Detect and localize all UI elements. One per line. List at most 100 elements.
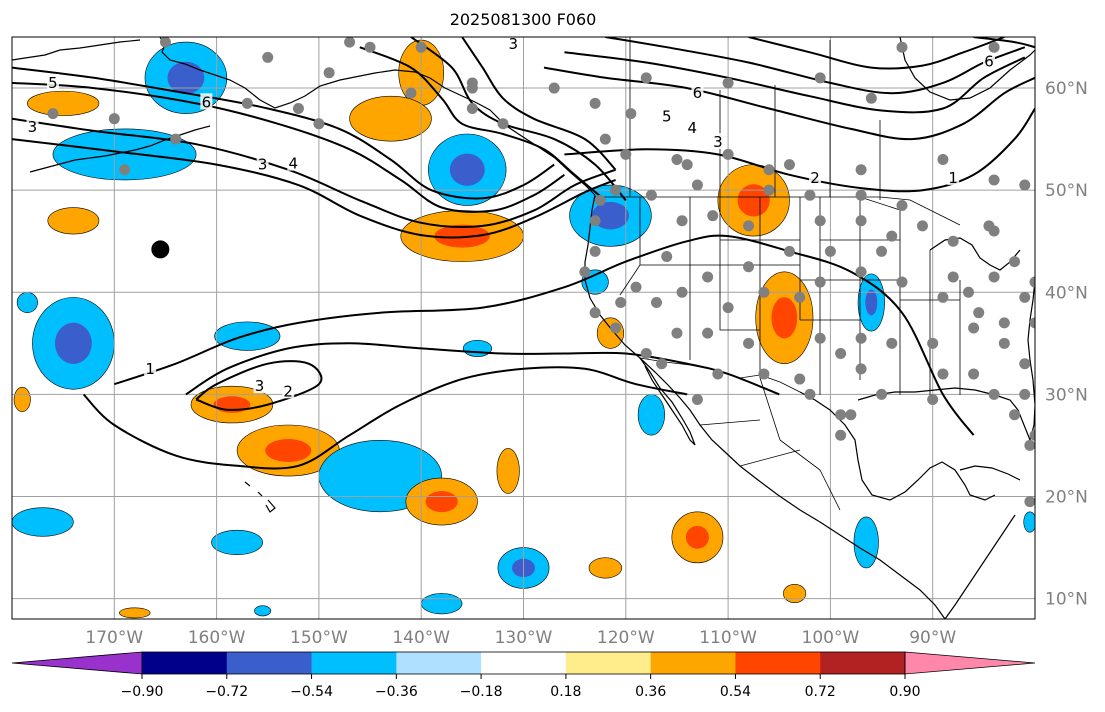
colorbar-tick-label: 0.36 bbox=[635, 684, 666, 700]
station-dot bbox=[405, 87, 417, 99]
contour-label-bg bbox=[253, 377, 266, 394]
station-dot bbox=[1009, 256, 1021, 268]
contour-label-bg bbox=[982, 52, 995, 69]
station-dot bbox=[722, 148, 734, 160]
station-dot bbox=[292, 102, 304, 114]
station-dot bbox=[758, 286, 770, 298]
colorbar-frame bbox=[141, 651, 906, 675]
colorbar-tick-label: 0.54 bbox=[720, 684, 751, 700]
contour-label-bg bbox=[287, 154, 300, 171]
station-dot bbox=[988, 271, 1000, 283]
station-markers-layer bbox=[47, 37, 1035, 508]
station-dot bbox=[835, 409, 847, 421]
latitude-labels: 10°N 20°N 30°N 40°N 50°N 60°N bbox=[1045, 79, 1088, 610]
contour-label-bg bbox=[660, 107, 673, 124]
anomaly-region-3 bbox=[47, 207, 100, 235]
station-dot bbox=[743, 337, 755, 349]
station-dot bbox=[364, 41, 376, 53]
station-dot bbox=[855, 189, 867, 201]
station-dot bbox=[650, 296, 662, 308]
station-dot bbox=[1029, 317, 1035, 329]
contour-line-2 bbox=[12, 138, 616, 239]
map-title: 2025081300 F060 bbox=[449, 10, 597, 29]
contour-line-10 bbox=[605, 37, 1026, 95]
anomaly-region-34 bbox=[119, 607, 151, 619]
contour-line-1 bbox=[12, 117, 616, 228]
contour-label: 3 bbox=[258, 156, 268, 174]
contour-label: 2 bbox=[283, 382, 293, 400]
contour-label-bg bbox=[711, 133, 724, 150]
station-dot bbox=[804, 189, 816, 201]
station-dot bbox=[466, 102, 478, 114]
station-dot bbox=[610, 322, 622, 334]
anomaly-region-8-core bbox=[592, 201, 629, 230]
anomaly-region-30 bbox=[420, 593, 463, 615]
station-dot bbox=[702, 271, 714, 283]
station-dot bbox=[794, 291, 806, 303]
station-dot bbox=[599, 133, 611, 145]
contour-label: 1 bbox=[145, 360, 155, 378]
colorbar-tick-label: 0.18 bbox=[550, 684, 581, 700]
state-lines-west bbox=[619, 197, 801, 378]
station-dot bbox=[676, 286, 688, 298]
station-dot bbox=[722, 77, 734, 89]
station-dot bbox=[855, 164, 867, 176]
station-dot bbox=[661, 251, 673, 263]
alaska-coastline bbox=[159, 37, 596, 196]
colorbar bbox=[11, 651, 1036, 675]
station-dot bbox=[594, 194, 606, 206]
contour-line-6 bbox=[461, 37, 617, 171]
station-dot bbox=[743, 261, 755, 273]
colorbar-tick-label: 0.90 bbox=[889, 684, 920, 700]
station-dot bbox=[804, 388, 816, 400]
longitude-label: 160°W bbox=[188, 628, 246, 648]
station-dot bbox=[702, 327, 714, 339]
contour-label-bg bbox=[46, 73, 59, 90]
bering-coast bbox=[12, 39, 141, 61]
station-dot bbox=[620, 148, 632, 160]
station-dot bbox=[855, 363, 867, 375]
station-dot bbox=[712, 368, 724, 380]
station-dot bbox=[344, 37, 356, 48]
longitude-label: 130°W bbox=[495, 628, 553, 648]
station-dot bbox=[170, 133, 182, 145]
latitude-label: 60°N bbox=[1045, 79, 1088, 99]
colorbar-extend-max bbox=[904, 651, 1036, 675]
station-dot bbox=[681, 159, 693, 171]
contour-label: 4 bbox=[688, 119, 698, 137]
anomaly-region-22 bbox=[496, 448, 520, 494]
station-dot bbox=[886, 230, 898, 242]
contour-label-bg bbox=[686, 118, 699, 135]
station-dot bbox=[814, 276, 826, 288]
anomaly-region-26 bbox=[637, 394, 665, 436]
station-dot bbox=[865, 92, 877, 104]
latitude-label: 20°N bbox=[1045, 487, 1088, 507]
anomaly-region-11 bbox=[596, 317, 625, 349]
anomaly-region-33 bbox=[254, 605, 272, 617]
plot-frame bbox=[11, 36, 1036, 620]
anomaly-region-9-core bbox=[737, 184, 770, 217]
station-dot bbox=[876, 245, 888, 257]
anomaly-region-29 bbox=[853, 516, 879, 569]
station-dot bbox=[589, 97, 601, 109]
colorbar-tick-label: −0.54 bbox=[290, 684, 333, 700]
station-dot bbox=[937, 154, 949, 166]
station-dot bbox=[313, 118, 325, 130]
latitude-label: 50°N bbox=[1045, 181, 1088, 201]
anomaly-region-6-core bbox=[449, 153, 485, 186]
colorbar-tick-label: −0.72 bbox=[205, 684, 248, 700]
colorbar-segment bbox=[142, 652, 228, 674]
contour-line-7 bbox=[564, 107, 1035, 193]
longitude-labels: 170°W 160°W 150°W 140°W 130°W 120°W 110°W 100°W… bbox=[85, 628, 956, 648]
contour-line-11 bbox=[748, 37, 1005, 70]
anomaly-region-14-core bbox=[54, 322, 92, 364]
colorbar-tick-label: −0.90 bbox=[121, 684, 164, 700]
station-dot bbox=[763, 184, 775, 196]
station-dot bbox=[640, 348, 652, 360]
station-dot bbox=[988, 225, 1000, 237]
colorbar-tick-label: −0.36 bbox=[375, 684, 418, 700]
station-dot bbox=[968, 322, 980, 334]
station-dot bbox=[835, 429, 847, 441]
contour-label-bg bbox=[26, 117, 39, 134]
station-dot bbox=[824, 245, 836, 257]
